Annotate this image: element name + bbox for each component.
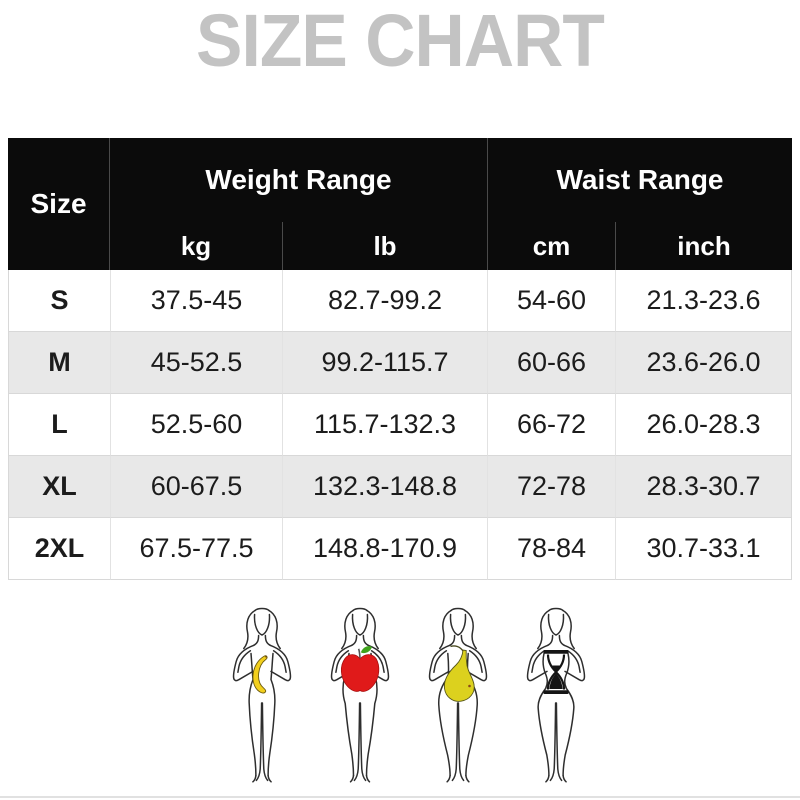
cell-m-cm: 60-66 xyxy=(487,332,615,394)
cell-l-cm: 66-72 xyxy=(487,394,615,456)
cell-s-kg: 37.5-45 xyxy=(110,270,282,332)
cell-m-lb: 99.2-115.7 xyxy=(282,332,487,394)
cell-size-xl: XL xyxy=(8,456,110,518)
cell-l-inch: 26.0-28.3 xyxy=(615,394,792,456)
cell-2xl-cm: 78-84 xyxy=(487,518,615,580)
figure-pear-body-shape xyxy=(428,607,488,783)
cell-s-inch: 21.3-23.6 xyxy=(615,270,792,332)
apple-body-outline xyxy=(330,607,390,783)
column-header-cm: cm xyxy=(487,222,615,270)
cell-xl-kg: 60-67.5 xyxy=(110,456,282,518)
cell-2xl-inch: 30.7-33.1 xyxy=(615,518,792,580)
cell-m-kg: 45-52.5 xyxy=(110,332,282,394)
column-header-size: Size xyxy=(8,138,110,270)
cell-s-lb: 82.7-99.2 xyxy=(282,270,487,332)
cell-2xl-kg: 67.5-77.5 xyxy=(110,518,282,580)
column-header-lb: lb xyxy=(282,222,487,270)
apple-icon xyxy=(340,646,380,692)
figure-banana-body-shape xyxy=(232,607,292,783)
cell-xl-lb: 132.3-148.8 xyxy=(282,456,487,518)
cell-l-kg: 52.5-60 xyxy=(110,394,282,456)
bottom-divider-line xyxy=(0,796,800,798)
group-header-waist-range: Waist Range xyxy=(487,138,792,222)
hourglass-body-outline xyxy=(526,607,586,783)
cell-size-s: S xyxy=(8,270,110,332)
column-header-inch: inch xyxy=(615,222,792,270)
cell-s-cm: 54-60 xyxy=(487,270,615,332)
cell-size-2xl: 2XL xyxy=(8,518,110,580)
banana-icon xyxy=(252,655,268,694)
cell-xl-inch: 28.3-30.7 xyxy=(615,456,792,518)
cell-size-l: L xyxy=(8,394,110,456)
column-header-kg: kg xyxy=(110,222,282,270)
cell-2xl-lb: 148.8-170.9 xyxy=(282,518,487,580)
cell-size-m: M xyxy=(8,332,110,394)
group-header-weight-range: Weight Range xyxy=(110,138,487,222)
hourglass-icon xyxy=(543,650,569,694)
cell-l-lb: 115.7-132.3 xyxy=(282,394,487,456)
body-shape-figures xyxy=(227,604,591,788)
size-chart-table: Size Weight Range Waist Range kg lb cm i… xyxy=(8,138,792,580)
pear-icon xyxy=(443,645,475,702)
banana-body-outline xyxy=(232,607,292,783)
figure-hourglass-body-shape xyxy=(526,607,586,783)
page-title: SIZE CHART xyxy=(196,0,605,82)
cell-m-inch: 23.6-26.0 xyxy=(615,332,792,394)
figure-apple-body-shape xyxy=(330,607,390,783)
cell-xl-cm: 72-78 xyxy=(487,456,615,518)
